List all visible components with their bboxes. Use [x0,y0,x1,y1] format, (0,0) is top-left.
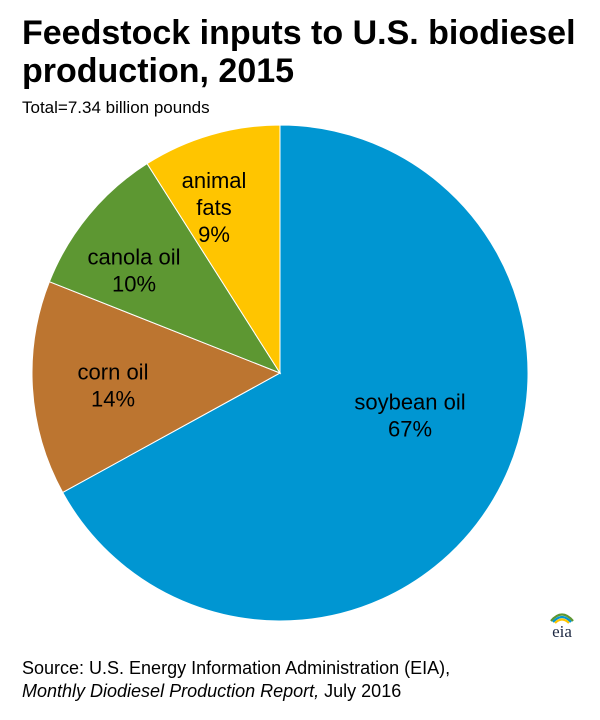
eia-logo: eia [550,613,574,641]
pie-label-line: fats [196,195,231,220]
pie-label-line: 9% [198,222,230,247]
chart-subtitle: Total=7.34 billion pounds [22,98,210,117]
source-line-2: Monthly Diodiesel Production Report, Jul… [22,680,450,703]
pie-labels: soybean oil 67%corn oil 14%canola oil 10%an… [78,168,466,442]
pie-slice-corn-oil [31,281,282,494]
pie-label-animal-fats: animal fats 9% [182,168,247,247]
source-note: Source: U.S. Energy Information Administ… [22,657,450,703]
pie-label-line: 14% [91,387,135,412]
source-report-name: Monthly Diodiesel Production Report, [22,681,320,701]
pie-slices [31,124,529,622]
pie-label-canola-oil: canola oil 10% [88,245,181,297]
pie-slice-animal-fats [146,124,281,375]
pie-slice-soybean-oil [62,124,529,622]
source-date: July 2016 [319,681,402,701]
pie-label-line: canola oil [88,245,181,270]
pie-label-line: corn oil [78,360,149,385]
eia-logo-arc-green [550,613,574,622]
pie-label-corn-oil: corn oil 14% [78,360,149,412]
pie-label-line: 67% [388,417,432,442]
eia-logo-arc-blue [552,615,572,623]
pie-label-soybean-oil: soybean oil 67% [354,390,465,442]
source-line-1: Source: U.S. Energy Information Administ… [22,658,451,678]
pie-label-line: soybean oil [354,390,465,415]
chart-title: Feedstock inputs to U.S. biodiesel produ… [22,14,576,90]
pie-slice-canola-oil [48,162,282,375]
eia-logo-text: eia [552,622,572,641]
pie-label-line: 10% [112,272,156,297]
eia-logo-arc-yellow [554,618,570,624]
pie-label-line: animal [182,168,247,193]
